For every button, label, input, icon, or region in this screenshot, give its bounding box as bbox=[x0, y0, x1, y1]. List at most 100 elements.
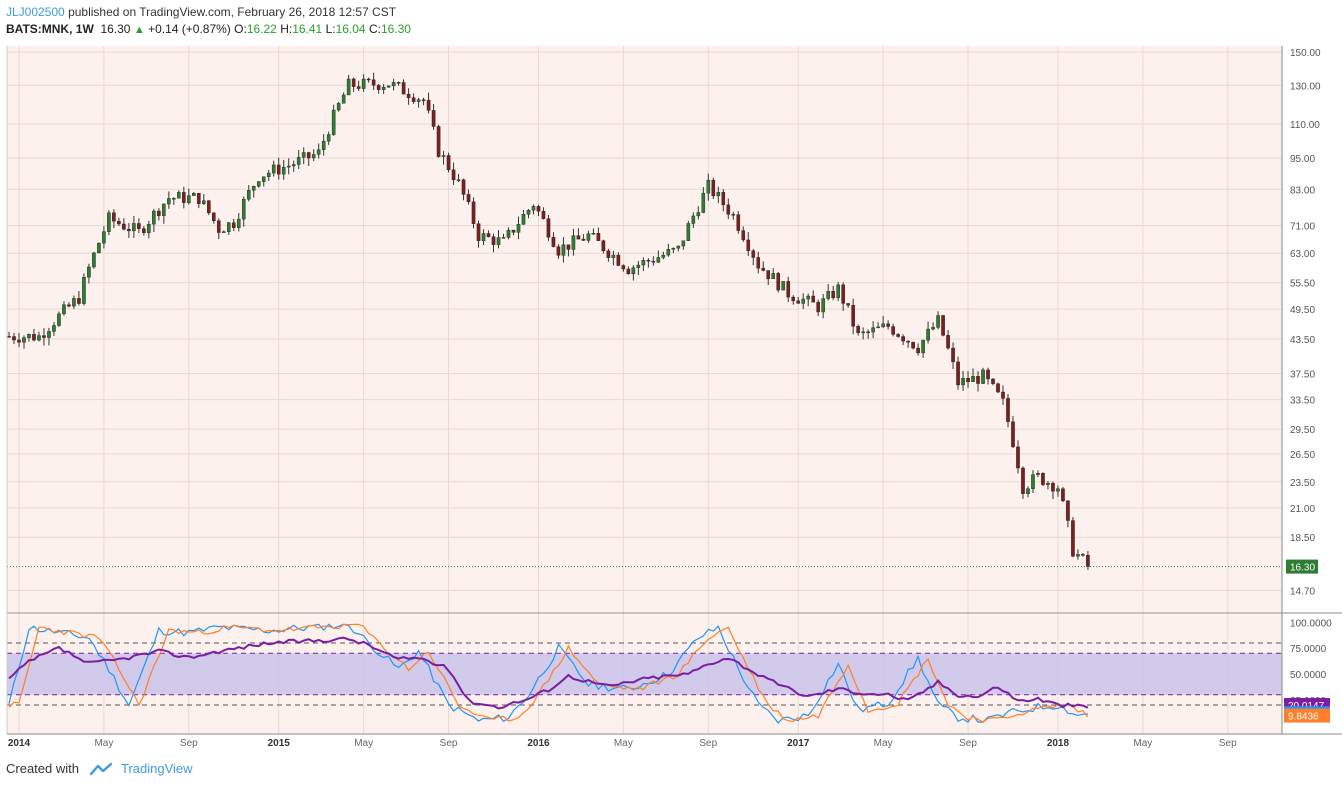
candle-body bbox=[436, 126, 441, 157]
price-tick-label: 23.50 bbox=[1290, 478, 1315, 489]
tradingview-logo-icon bbox=[89, 762, 113, 775]
candle-body bbox=[891, 326, 895, 335]
last-price-label: 16.30 bbox=[1290, 563, 1315, 574]
candle-body bbox=[796, 300, 801, 304]
candle-body bbox=[646, 259, 651, 262]
candle-body bbox=[846, 303, 850, 306]
candle-body bbox=[461, 179, 466, 195]
candle-body bbox=[961, 377, 965, 386]
symbol-label: BATS:MNK, 1W bbox=[6, 22, 94, 36]
candle-body bbox=[331, 109, 336, 135]
price-tick-label: 49.50 bbox=[1290, 305, 1315, 316]
candle-body bbox=[561, 244, 566, 256]
tradingview-brand-link[interactable]: TradingView bbox=[120, 761, 193, 776]
created-with-text: Created with bbox=[6, 761, 79, 776]
stoch-k-line bbox=[8, 623, 1088, 724]
candle-body bbox=[986, 369, 990, 380]
candle-body bbox=[831, 291, 835, 299]
candle-body bbox=[1021, 467, 1025, 494]
candle-body bbox=[566, 244, 571, 250]
candle-body bbox=[451, 169, 456, 181]
candle-body bbox=[7, 336, 11, 338]
price-tick-label: 26.50 bbox=[1290, 450, 1315, 461]
candle-body bbox=[286, 165, 291, 168]
candle-body bbox=[976, 376, 980, 384]
candle-body bbox=[626, 268, 631, 275]
price-tick-label: 37.50 bbox=[1290, 369, 1315, 380]
candle-body bbox=[866, 331, 870, 334]
candle-body bbox=[856, 325, 860, 334]
chart-publication-line: JLJ002500 published on TradingView.com, … bbox=[6, 5, 396, 19]
candle-body bbox=[841, 284, 845, 304]
candle-body bbox=[211, 212, 216, 221]
candle-body bbox=[271, 164, 276, 174]
price-tick-label: 110.00 bbox=[1290, 120, 1320, 131]
candle-body bbox=[127, 228, 131, 232]
candle-body bbox=[516, 224, 521, 233]
candle-body bbox=[521, 214, 526, 225]
candle-body bbox=[946, 335, 950, 349]
candle-body bbox=[751, 250, 756, 258]
candle-body bbox=[47, 331, 51, 338]
candle-body bbox=[142, 228, 146, 233]
candle-body bbox=[666, 249, 671, 256]
candle-body bbox=[826, 291, 830, 299]
candle-body bbox=[291, 164, 296, 167]
time-tick-label: Sep bbox=[699, 738, 717, 749]
candle-body bbox=[57, 313, 61, 326]
candle-body bbox=[206, 200, 211, 214]
price-tick-label: 63.00 bbox=[1290, 249, 1315, 260]
candle-body bbox=[471, 201, 476, 224]
publisher-link[interactable]: JLJ002500 bbox=[6, 5, 65, 19]
time-tick-label: 2014 bbox=[8, 738, 31, 749]
candle-body bbox=[1061, 488, 1065, 502]
candle-body bbox=[966, 377, 970, 382]
candle-body bbox=[137, 223, 141, 229]
candle-body bbox=[261, 176, 266, 182]
candle-body bbox=[546, 218, 551, 238]
close-value: 16.30 bbox=[380, 22, 411, 36]
candle-body bbox=[97, 242, 101, 254]
candle-body bbox=[1006, 398, 1010, 422]
price-tick-label: 150.00 bbox=[1290, 48, 1321, 59]
price-tick-label: 83.00 bbox=[1290, 185, 1315, 196]
candle-body bbox=[1046, 483, 1050, 485]
price-chart[interactable]: 16.30 150.00 130.00 110.00 95.00 83.00 71.00 63… bbox=[0, 40, 1342, 752]
candle-body bbox=[246, 190, 251, 200]
rsi-line bbox=[8, 636, 1089, 710]
candle-body bbox=[936, 315, 940, 328]
candle-body bbox=[326, 134, 331, 142]
indicator-tick-label: 50.0000 bbox=[1290, 670, 1327, 681]
candle-body bbox=[801, 298, 806, 304]
candle-body bbox=[616, 254, 621, 266]
candle-body bbox=[341, 94, 346, 104]
price-tick-label: 130.00 bbox=[1290, 81, 1321, 92]
time-tick-label: 2015 bbox=[268, 738, 291, 749]
candle-body bbox=[117, 221, 121, 225]
candle-body bbox=[1011, 421, 1015, 448]
candle-body bbox=[316, 149, 321, 155]
low-value: 16.04 bbox=[335, 22, 366, 36]
candle-body bbox=[996, 383, 1000, 393]
candle-body bbox=[1081, 554, 1085, 556]
candle-body bbox=[881, 323, 885, 328]
candle-body bbox=[911, 341, 915, 349]
candle-body bbox=[776, 273, 781, 291]
candle-body bbox=[52, 325, 56, 332]
time-tick-label: May bbox=[874, 738, 893, 749]
candle-body bbox=[22, 337, 26, 343]
candle-body bbox=[736, 214, 741, 231]
open-value: 16.22 bbox=[246, 22, 277, 36]
candle-body bbox=[871, 327, 875, 333]
candle-body bbox=[132, 223, 136, 232]
candle-body bbox=[426, 99, 431, 111]
candle-body bbox=[726, 204, 731, 215]
footer: Created with TradingView bbox=[6, 761, 193, 776]
candle-body bbox=[356, 86, 361, 89]
candle-body bbox=[1031, 474, 1035, 489]
candle-body bbox=[371, 79, 376, 86]
candle-body bbox=[266, 172, 271, 177]
price-tick-label: 95.00 bbox=[1290, 154, 1315, 165]
price-tick-label: 55.50 bbox=[1290, 279, 1315, 290]
candle-body bbox=[806, 295, 810, 300]
